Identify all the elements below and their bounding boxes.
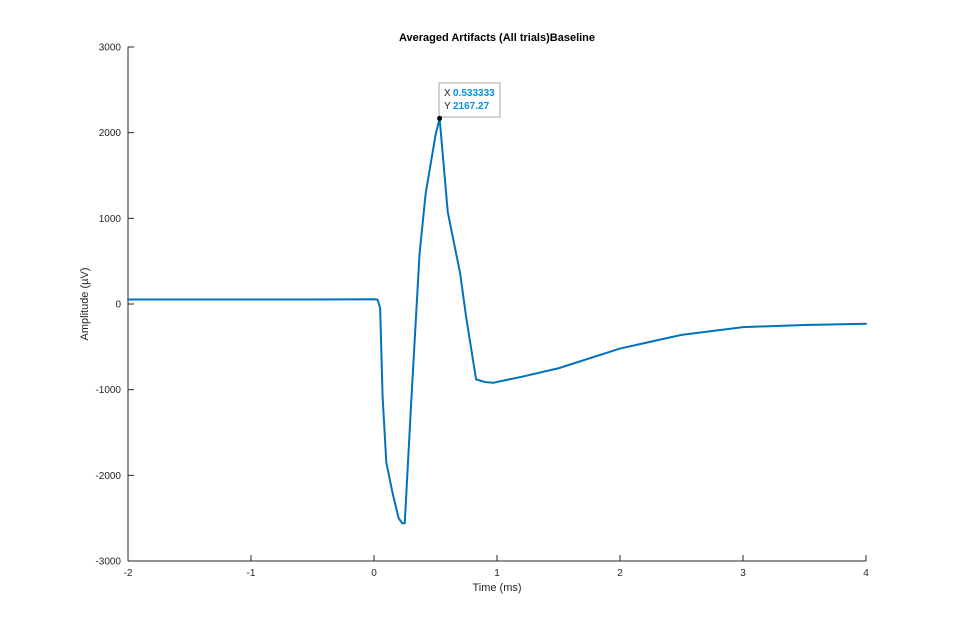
x-ticks: -2 -1 0 1 2 3 4 (124, 555, 869, 579)
series-line-1 (127, 117, 867, 525)
datatip-y-label: Y (444, 101, 451, 112)
datatip-box[interactable] (438, 82, 501, 118)
chart-title: Averaged Artifacts (All trials)Baseline (399, 32, 595, 44)
x-tick-label: 3 (740, 568, 746, 579)
x-tick-label: 4 (863, 568, 869, 579)
x-tick-label: 2 (617, 568, 623, 579)
y-tick-label: 2000 (99, 128, 122, 139)
y-tick-label: 3000 (99, 43, 122, 54)
x-tick-label: -2 (124, 568, 133, 579)
datatip-x-label: X (444, 88, 451, 99)
x-tick-label: -1 (247, 568, 256, 579)
y-tick-label: -2000 (95, 471, 121, 482)
datatip-x-value: 0.533333 (453, 88, 495, 99)
plot-area[interactable] (128, 47, 866, 561)
x-tick-label: 0 (371, 568, 377, 579)
datatip-y-value: 2167.27 (453, 101, 490, 112)
series-layer (127, 117, 867, 525)
y-axis-label: Amplitude (µV) (79, 268, 91, 341)
x-tick-label: 1 (494, 568, 500, 579)
y-tick-label: 1000 (99, 214, 122, 225)
y-tick-label: -3000 (95, 557, 121, 568)
y-ticks: -3000 -2000 -1000 0 1000 2000 3000 (95, 43, 134, 568)
datatip-marker[interactable] (437, 115, 443, 121)
y-tick-label: -1000 (95, 385, 121, 396)
y-tick-label: 0 (115, 300, 121, 311)
x-axis-label: Time (ms) (472, 582, 521, 594)
datatip[interactable]: X 0.533333 Y 2167.27 (437, 82, 501, 121)
